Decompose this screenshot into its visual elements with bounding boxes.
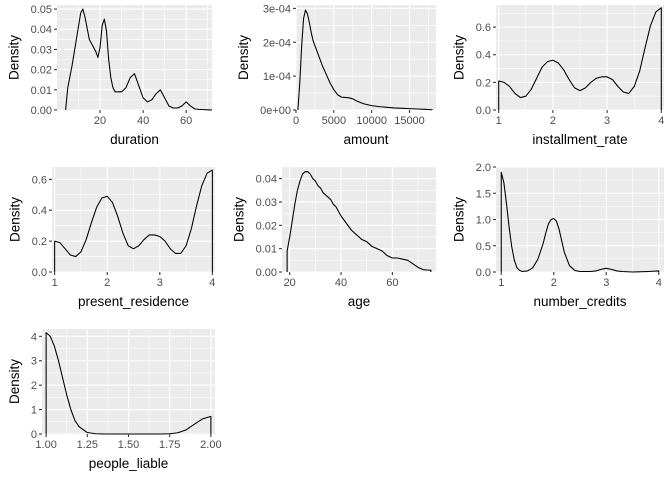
y-tick-label: 0.05 <box>31 4 52 16</box>
panel-amount: 0 5000 10000 15000 0e+00 1e-04 2e-04 3e-04 amoun… <box>236 3 436 147</box>
y-tick-label: 0.04 <box>256 174 277 186</box>
y-tick-label: 2.0 <box>476 162 491 174</box>
y-tick-label: 0.03 <box>31 44 52 56</box>
x-axis-title: present_residence <box>78 294 189 309</box>
gridlines <box>496 5 664 111</box>
panel-background <box>282 167 436 272</box>
x-tick-label: 5000 <box>322 115 346 127</box>
x-tick-label: 2 <box>104 277 110 289</box>
x-tick-label: 4 <box>209 277 215 289</box>
x-tick-label: 20 <box>94 115 106 127</box>
y-tick-label: 0.2 <box>32 236 47 248</box>
x-tick-label: 1.50 <box>118 439 139 451</box>
y-tick-label: 0.4 <box>32 205 47 217</box>
x-axis-title: installment_rate <box>532 132 627 147</box>
x-tick-label: 40 <box>335 277 347 289</box>
y-tick-label: 3 <box>31 356 37 368</box>
y-tick-label: 2 <box>31 380 37 392</box>
panel-age: 20 40 60 0.00 0.01 0.02 0.03 0.04 age Density <box>232 166 436 309</box>
y-tick-label: 0.4 <box>476 50 491 62</box>
y-tick-label: 2e-04 <box>263 37 291 49</box>
x-tick-label: 1 <box>498 277 504 289</box>
density-curve-present_residence <box>54 169 213 272</box>
density-curve-amount <box>297 9 433 111</box>
panel-number_credits: 1 2 3 4 0.0 0.5 1.0 1.5 2.0 number_credits Density <box>452 162 664 309</box>
x-tick-label: 2 <box>550 115 556 127</box>
y-tick-label: 1 <box>31 405 37 417</box>
y-axis-title: Density <box>236 35 251 80</box>
x-tick-label: 40 <box>137 115 149 127</box>
panel-present_residence: 1 2 3 4 0.0 0.2 0.4 0.6 present_residence Density <box>8 167 215 309</box>
density-curve-people_liable <box>45 332 212 435</box>
x-tick-label: 1 <box>496 115 502 127</box>
density-curve-duration <box>65 8 213 111</box>
y-tick-label: 0.04 <box>31 24 52 36</box>
density-curve-installment_rate <box>498 7 662 110</box>
x-tick-label: 4 <box>656 277 662 289</box>
y-tick-label: 0.0 <box>476 105 491 117</box>
x-tick-label: 4 <box>658 115 664 127</box>
x-tick-label: 2.00 <box>200 439 221 451</box>
y-tick-label: 0.02 <box>31 65 52 77</box>
panel-background <box>296 5 436 110</box>
y-axis-title: Density <box>7 359 22 404</box>
y-tick-label: 1e-04 <box>263 71 291 83</box>
y-tick-label: 0.5 <box>476 241 491 253</box>
y-tick-label: 0.00 <box>256 267 277 279</box>
x-tick-label: 3 <box>157 277 163 289</box>
y-axis-title: Density <box>232 197 247 242</box>
panel-installment_rate: 1 2 3 4 0.0 0.2 0.4 0.6 installment_rate Density <box>452 5 664 147</box>
y-tick-label: 0.02 <box>256 220 277 232</box>
x-axis-title: duration <box>110 132 159 147</box>
panel-people_liable: 1.00 1.25 1.50 1.75 2.00 0 1 2 3 4 people_liable De… <box>7 329 222 471</box>
y-axis-title: Density <box>452 35 467 80</box>
x-tick-label: 3 <box>604 115 610 127</box>
y-tick-label: 1.5 <box>476 188 491 200</box>
y-tick-label: 0.01 <box>256 244 277 256</box>
y-tick-label: 0e+00 <box>260 105 291 117</box>
x-tick-label: 20 <box>284 277 296 289</box>
panel-duration: 20 40 60 0.00 0.01 0.02 0.03 0.04 0.05 duration De… <box>7 4 213 147</box>
x-tick-label: 1 <box>52 277 58 289</box>
y-tick-label: 3e-04 <box>263 3 291 15</box>
density-curve-age <box>286 171 432 272</box>
y-tick-label: 0.0 <box>476 267 491 279</box>
y-axis-title: Density <box>8 197 23 242</box>
density-curve-number_credits <box>500 171 660 273</box>
y-tick-label: 0.03 <box>256 197 277 209</box>
x-axis-title: number_credits <box>533 294 626 309</box>
x-tick-label: 10000 <box>356 115 387 127</box>
x-tick-label: 2 <box>551 277 557 289</box>
x-tick-label: 60 <box>180 115 192 127</box>
x-tick-label: 0 <box>293 115 299 127</box>
y-tick-label: 0.01 <box>31 85 52 97</box>
y-tick-label: 0.0 <box>32 267 47 279</box>
y-tick-label: 0.00 <box>31 105 52 117</box>
x-axis-title: age <box>348 294 371 309</box>
x-tick-label: 3 <box>603 277 609 289</box>
y-tick-label: 0.6 <box>32 174 47 186</box>
y-axis-title: Density <box>7 35 22 80</box>
x-axis-title: amount <box>343 132 388 147</box>
gridlines <box>295 5 436 111</box>
panel-background <box>57 5 212 110</box>
y-tick-label: 4 <box>31 331 37 343</box>
x-tick-label: 1.25 <box>77 439 98 451</box>
x-tick-label: 1.00 <box>35 439 56 451</box>
y-tick-label: 0.6 <box>476 22 491 34</box>
x-tick-label: 60 <box>386 277 398 289</box>
x-axis-title: people_liable <box>89 456 169 471</box>
y-tick-label: 0 <box>31 429 37 441</box>
y-tick-label: 1.0 <box>476 215 491 227</box>
x-tick-label: 1.75 <box>159 439 180 451</box>
y-tick-label: 0.2 <box>476 77 491 89</box>
x-tick-label: 15000 <box>394 115 425 127</box>
y-axis-title: Density <box>452 197 467 242</box>
